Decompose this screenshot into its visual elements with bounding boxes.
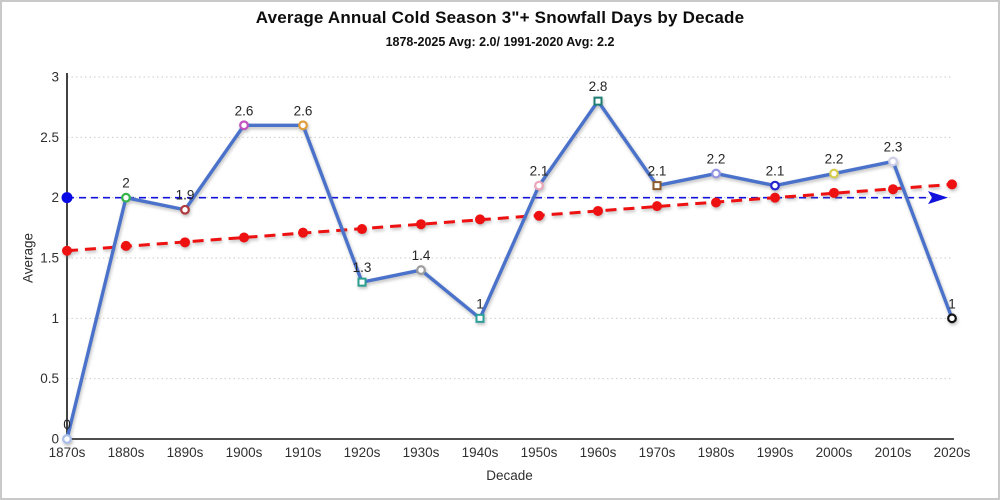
data-label: 1 <box>476 296 484 311</box>
trend-point <box>357 224 367 235</box>
data-point-1910s <box>298 120 308 131</box>
x-tick-label: 1870s <box>49 445 86 460</box>
trend-point <box>475 214 485 225</box>
y-tick-label: 1 <box>51 311 59 326</box>
main-series <box>62 96 957 444</box>
data-point-1950s <box>534 180 544 191</box>
data-point-1880s <box>121 192 131 203</box>
x-tick-label: 1950s <box>521 445 558 460</box>
trend-point <box>770 192 780 203</box>
x-tick-label: 1880s <box>108 445 145 460</box>
x-tick-label: 1930s <box>403 445 440 460</box>
data-label: 1 <box>948 296 956 311</box>
data-label: 1.9 <box>176 188 195 203</box>
trend-point <box>180 237 190 248</box>
trend-point <box>947 179 957 190</box>
x-tick-label: 1920s <box>344 445 381 460</box>
x-tick-label: 1910s <box>285 445 322 460</box>
y-tick-label: 0.5 <box>40 371 59 386</box>
trend-point <box>888 184 898 195</box>
data-point-1920s <box>357 277 367 287</box>
data-label: 2 <box>122 176 130 191</box>
trend-point <box>652 201 662 212</box>
x-tick-label: 1940s <box>462 445 499 460</box>
data-label: 0 <box>63 417 71 432</box>
data-label: 2.1 <box>648 164 667 179</box>
data-label: 1.4 <box>412 248 431 263</box>
y-tick-label: 2.5 <box>40 130 59 145</box>
trend-series <box>62 179 957 256</box>
y-tick-label: 2 <box>51 190 59 205</box>
trend-point <box>62 245 72 256</box>
data-label: 2.3 <box>884 139 903 154</box>
trend-point <box>239 232 249 243</box>
data-label: 2.8 <box>589 79 608 94</box>
trend-point <box>829 187 839 198</box>
x-tick-label: 1900s <box>226 445 263 460</box>
trend-point <box>121 240 131 251</box>
data-label: 2.2 <box>825 152 844 167</box>
x-tick-label: 1890s <box>167 445 204 460</box>
data-point-1960s <box>593 96 603 106</box>
x-tick-label: 1960s <box>580 445 617 460</box>
data-label: 2.2 <box>707 152 726 167</box>
data-point-1980s <box>711 168 721 179</box>
trend-point <box>534 210 544 221</box>
x-tick-label: 1990s <box>757 445 794 460</box>
chart-subtitle: 1878-2025 Avg: 2.0/ 1991-2020 Avg: 2.2 <box>385 35 615 49</box>
data-point-1970s <box>652 181 662 191</box>
x-tick-label: 2010s <box>875 445 912 460</box>
data-point-1930s <box>416 265 426 275</box>
data-point-1900s <box>239 120 249 131</box>
data-point-1870s <box>62 434 72 444</box>
y-tick-label: 0 <box>51 432 59 447</box>
x-tick-label: 1970s <box>639 445 676 460</box>
data-line <box>65 99 954 441</box>
y-tick-label: 3 <box>51 70 59 85</box>
trend-point <box>416 219 426 230</box>
data-point-1890s <box>180 204 190 215</box>
x-axis-title: Decade <box>486 468 533 483</box>
data-label: 2.6 <box>294 103 313 118</box>
data-label: 1.3 <box>353 260 372 275</box>
x-tick-label: 2020s <box>934 445 971 460</box>
data-point-2020s <box>947 313 957 324</box>
data-point-2000s <box>829 168 839 179</box>
data-label: 2.6 <box>235 103 254 118</box>
data-point-1990s <box>770 180 780 191</box>
reference-start-dot <box>61 192 73 204</box>
trend-point <box>711 197 721 208</box>
x-tick-label: 2000s <box>816 445 853 460</box>
y-tick-label: 1.5 <box>40 251 59 266</box>
trend-line <box>66 182 953 253</box>
data-label: 2.1 <box>530 164 549 179</box>
reference-arrow <box>928 191 948 205</box>
chart-title: Average Annual Cold Season 3"+ Snowfall … <box>255 8 745 27</box>
data-point-2010s <box>888 156 898 167</box>
data-label: 2.1 <box>766 164 785 179</box>
trend-point <box>298 227 308 238</box>
x-tick-label: 1980s <box>698 445 735 460</box>
data-point-1940s <box>475 313 485 323</box>
trend-point <box>593 205 603 216</box>
